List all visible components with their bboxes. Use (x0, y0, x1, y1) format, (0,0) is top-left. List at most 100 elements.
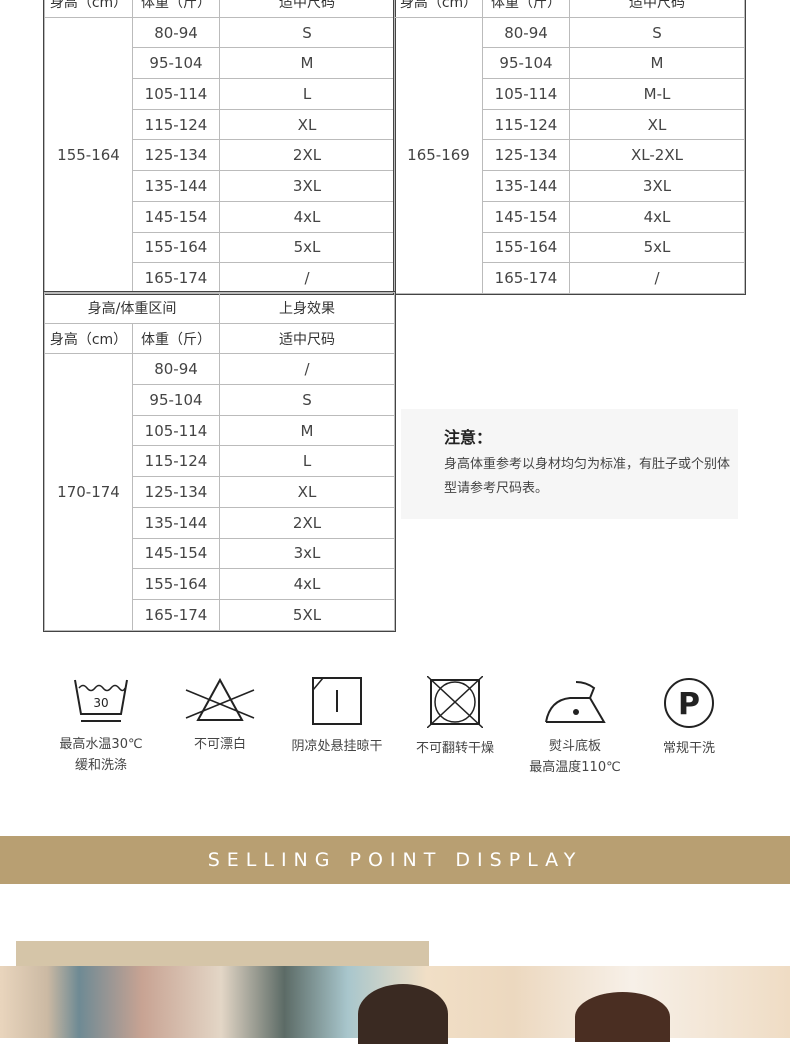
note-title: 注意： (444, 428, 493, 447)
header-height: 身高（cm） (44, 322, 133, 355)
dry-in-shade-icon (312, 677, 362, 725)
size-cell: 5xL (569, 231, 745, 264)
no-bleach-icon (185, 677, 255, 721)
table-row: 145-154 4xL (45, 200, 395, 233)
selling-point-banner: SELLING POINT DISPLAY (0, 836, 790, 884)
size-table-1: 身高（cm） 体重（斤） 适中尺码 155-164 80-94 S 95-104 M 10… (43, 0, 396, 295)
weight-cell: 80-94 (132, 16, 220, 49)
table-row: 170-174 80-94/ (44, 353, 395, 631)
weight-cell: 115-124 (132, 445, 220, 478)
table-header-row: 身高（cm） 体重（斤） 适中尺码 (44, 322, 395, 355)
size-cell: 3XL (219, 170, 395, 202)
care-label: 不可漂白 (193, 737, 246, 752)
table-row: 115-124 L (45, 445, 395, 478)
table-row: 125-134 XL-2XL (395, 139, 745, 172)
table-row: 95-104 S (45, 384, 395, 416)
table-row: 115-124 XL (45, 108, 395, 141)
weight-cell: 135-144 (482, 170, 570, 202)
weight-cell: 80-94 (132, 353, 220, 386)
size-cell: 4xL (219, 200, 395, 233)
table-row: 155-164 80-94 S (44, 16, 395, 294)
svg-text:30: 30 (93, 696, 108, 710)
table-row: 95-104 M (45, 47, 395, 80)
weight-cell: 165-174 (132, 262, 220, 294)
weight-cell: 115-124 (482, 108, 570, 141)
care-item-iron: 熨斗底板最高温度110℃ (510, 676, 640, 778)
table-row: 125-134 2XL (45, 139, 395, 172)
table-row: 115-124 XL (395, 108, 745, 141)
size-cell: / (219, 262, 395, 294)
weight-cell: 105-114 (132, 78, 220, 110)
size-cell: 2XL (219, 139, 395, 172)
weight-cell: 105-114 (132, 414, 220, 447)
dry-clean-p-icon: P (664, 678, 714, 728)
table-group-header-row: 身高/体重区间 上身效果 (44, 292, 395, 324)
weight-cell: 135-144 (132, 506, 220, 539)
weight-cell: 155-164 (482, 231, 570, 264)
weight-cell: 165-174 (132, 598, 220, 631)
size-cell: S (569, 16, 745, 49)
table-row: 95-104 M (395, 47, 745, 80)
size-cell: M-L (569, 78, 745, 110)
care-label-2: 缓和洗涤 (74, 758, 127, 773)
size-cell: 4xL (219, 568, 395, 600)
weight-cell: 145-154 (132, 537, 220, 570)
weight-cell: 125-134 (482, 139, 570, 172)
table-row: 145-154 4xL (395, 200, 745, 233)
size-cell: XL (219, 476, 395, 508)
size-cell: 2XL (219, 506, 395, 539)
care-label-2: 最高温度110℃ (529, 760, 621, 775)
care-label: 不可翻转干燥 (415, 741, 494, 756)
care-label: 熨斗底板 (548, 739, 601, 754)
model-photo (0, 966, 790, 1044)
weight-cell: 115-124 (132, 108, 220, 141)
size-table-2: 身高（cm） 体重（斤） 适中尺码 165-169 80-94 S 95-104 M 10… (393, 0, 746, 295)
table-row: 155-164 5xL (395, 231, 745, 264)
table-row: 105-114 M-L (395, 78, 745, 110)
header-size: 适中尺码 (569, 0, 745, 18)
weight-cell: 145-154 (132, 200, 220, 233)
size-cell: 3XL (569, 170, 745, 202)
table-header-row: 身高（cm） 体重（斤） 适中尺码 (44, 0, 395, 18)
note-body: 身高体重参考以身材均匀为标准，有肚子或个别体型请参考尺码表。 (444, 457, 731, 496)
weight-cell: 135-144 (132, 170, 220, 202)
care-item-dry-clean: P 常规干洗 (624, 676, 754, 759)
care-item-no-tumble: 不可翻转干燥 (390, 676, 520, 759)
size-cell: M (219, 47, 395, 80)
note-box: 注意： 身高体重参考以身材均匀为标准，有肚子或个别体型请参考尺码表。 (401, 409, 738, 519)
wash-30-icon: 30 (74, 679, 128, 722)
decorative-bar (16, 941, 429, 966)
table-row: 105-114 L (45, 78, 395, 110)
svg-text:P: P (678, 687, 700, 722)
weight-cell: 125-134 (132, 476, 220, 508)
size-cell: XL-2XL (569, 139, 745, 172)
weight-cell: 80-94 (482, 16, 570, 49)
size-cell: XL (219, 108, 395, 141)
size-cell: XL (569, 108, 745, 141)
table-row: 135-144 3XL (45, 170, 395, 202)
size-cell: 4xL (569, 200, 745, 233)
table-row: 155-164 4xL (45, 568, 395, 600)
iron-icon (545, 681, 606, 723)
weight-cell: 155-164 (132, 231, 220, 264)
care-item-wash: 30 最高水温30℃ 缓和洗涤 (36, 676, 166, 776)
header-range: 身高/体重区间 (44, 292, 220, 324)
table-row: 155-164 5xL (45, 231, 395, 264)
size-cell: M (219, 414, 395, 447)
size-cell: 5xL (219, 231, 395, 264)
table-row: 145-154 3xL (45, 537, 395, 570)
care-label: 常规干洗 (662, 741, 715, 756)
size-cell: M (569, 47, 745, 80)
no-tumble-dry-icon (427, 676, 483, 728)
header-effect: 上身效果 (219, 292, 395, 324)
weight-cell: 155-164 (132, 568, 220, 600)
weight-cell: 145-154 (482, 200, 570, 233)
table-header-row: 身高（cm） 体重（斤） 适中尺码 (394, 0, 745, 18)
size-cell: / (219, 353, 395, 386)
size-cell: L (219, 445, 395, 478)
size-table-3: 身高/体重区间 上身效果 身高（cm） 体重（斤） 适中尺码 170-174 80… (43, 291, 396, 632)
header-size: 适中尺码 (219, 322, 395, 355)
height-range-cell: 170-174 (44, 353, 133, 631)
header-size: 适中尺码 (219, 0, 395, 18)
size-cell: 3xL (219, 537, 395, 570)
